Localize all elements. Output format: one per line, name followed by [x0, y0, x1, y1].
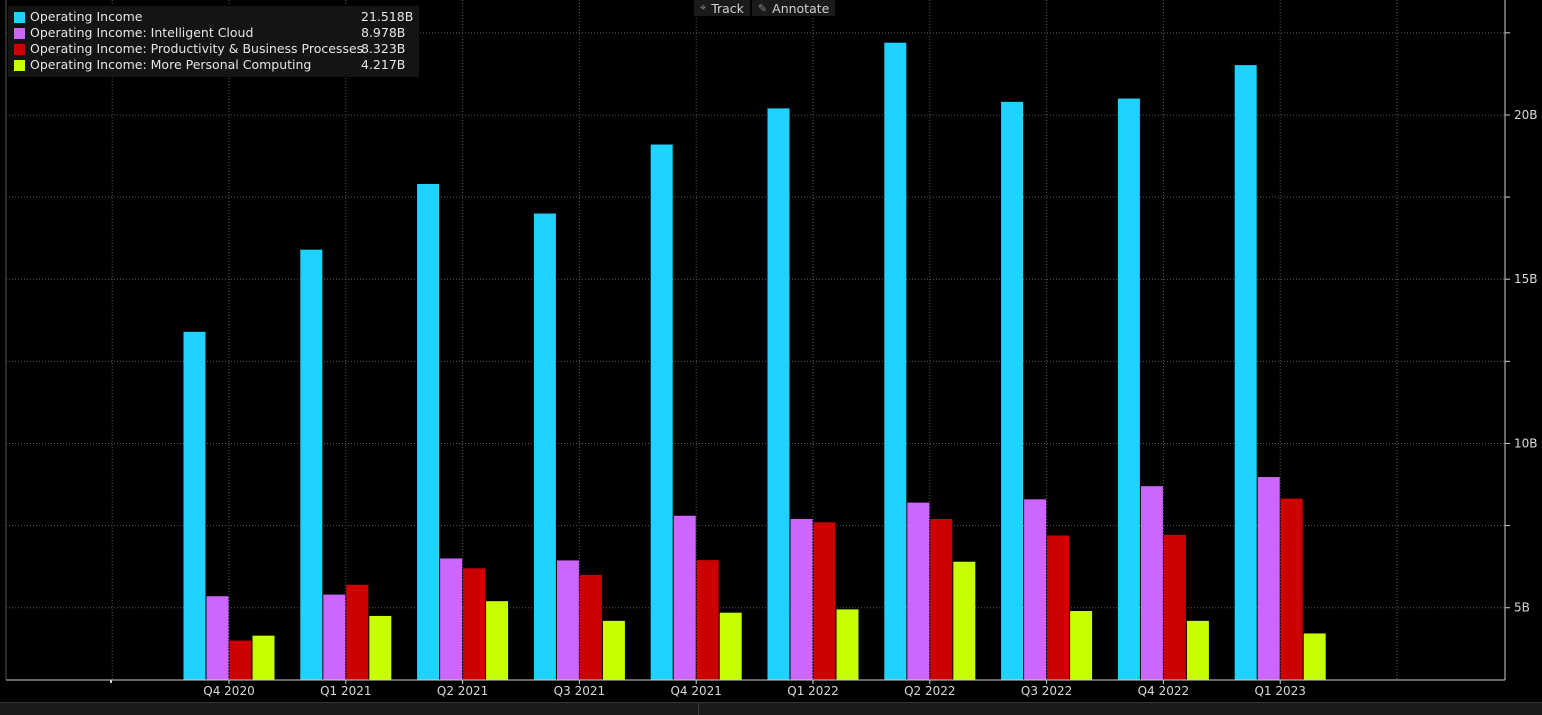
x-tick-label: Q2 2022 [904, 684, 955, 698]
bar [1140, 486, 1163, 680]
x-tick-label: Q4 2022 [1138, 684, 1189, 698]
bar [440, 558, 463, 680]
bar [602, 620, 625, 680]
bar [1047, 535, 1070, 680]
bar [1001, 101, 1024, 680]
track-button[interactable]: ⌖ Track [694, 0, 750, 16]
bar [1257, 477, 1280, 680]
annotate-label: Annotate [772, 0, 830, 16]
legend: Operating Income 21.518B Operating Incom… [8, 6, 420, 77]
bar [346, 584, 369, 680]
bar [953, 561, 976, 680]
bar [1163, 534, 1186, 680]
legend-item[interactable]: Operating Income: Intelligent Cloud 8.97… [14, 25, 413, 41]
y-tick-label: 15B [1514, 272, 1538, 286]
legend-swatch [14, 43, 25, 55]
bar [369, 615, 392, 680]
x-axis-labels: Q4 2020 Q1 2021 Q2 2021 Q3 2021 Q4 2021 Q1 20… [203, 684, 1306, 698]
legend-label: Operating Income [30, 9, 143, 24]
bar [813, 522, 836, 680]
bar [884, 42, 907, 680]
bar [1234, 65, 1257, 680]
legend-value: 4.217B [361, 57, 406, 72]
bar [1117, 98, 1140, 681]
track-label: Track [711, 0, 744, 16]
legend-value: 8.978B [361, 25, 406, 40]
bar [183, 331, 206, 680]
legend-label: Operating Income: More Personal Computin… [30, 57, 312, 72]
legend-swatch [14, 59, 25, 71]
legend-item[interactable]: Operating Income: Productivity & Busines… [14, 41, 413, 57]
bar [696, 560, 719, 680]
bar [1186, 620, 1209, 680]
bar [323, 594, 346, 680]
x-tick-label: Q3 2021 [554, 684, 605, 698]
divider [698, 703, 699, 715]
x-tick-label: Q3 2022 [1021, 684, 1072, 698]
bar [790, 519, 813, 680]
bar [556, 560, 579, 680]
legend-value: 21.518B [361, 9, 414, 24]
bar [463, 568, 486, 680]
x-tick-label: Q2 2021 [437, 684, 488, 698]
crosshair-icon: ⌖ [700, 1, 707, 14]
legend-label: Operating Income: Productivity & Busines… [30, 41, 364, 56]
y-tick-label: 5B [1514, 601, 1530, 615]
legend-swatch [14, 27, 25, 39]
bar [836, 609, 859, 680]
x-tick-label: Q1 2023 [1254, 684, 1305, 698]
bar [486, 601, 509, 680]
x-tick-label: Q4 2021 [670, 684, 721, 698]
pencil-icon: ✎ [757, 1, 768, 15]
bar [1280, 498, 1303, 680]
bar [930, 519, 953, 680]
y-tick-label: 20B [1514, 108, 1538, 122]
y-axis-labels: 5B 10B 15B 20B [1514, 108, 1538, 615]
legend-item[interactable]: Operating Income: More Personal Computin… [14, 57, 413, 73]
legend-label: Operating Income: Intelligent Cloud [30, 25, 254, 40]
x-tick-label: Q1 2022 [787, 684, 838, 698]
x-tick-label: Q4 2020 [203, 684, 254, 698]
bar [907, 502, 930, 680]
bar [1024, 499, 1047, 680]
bar [1070, 611, 1093, 680]
bar [300, 249, 323, 680]
legend-item[interactable]: Operating Income 21.518B [14, 9, 413, 25]
grid-lines [6, 0, 1505, 680]
bar [252, 635, 275, 680]
bar [1303, 633, 1326, 680]
legend-swatch [14, 11, 25, 23]
annotate-button[interactable]: ✎ Annotate [751, 0, 836, 16]
bar-group [183, 42, 1326, 681]
bar [767, 108, 790, 680]
bottom-status-strip [0, 702, 1542, 715]
x-tick-label: Q1 2021 [320, 684, 371, 698]
chart-toolbar: ⌖ Track ✎ Annotate [694, 0, 837, 16]
bar [206, 596, 229, 680]
bar [673, 515, 696, 680]
bar [650, 144, 673, 680]
bar [579, 574, 602, 680]
bar [533, 213, 556, 681]
x-axis-marker [110, 680, 112, 683]
axes [5, 0, 1510, 684]
y-tick-label: 10B [1514, 436, 1538, 450]
bar [229, 640, 252, 680]
legend-value: 8.323B [361, 41, 406, 56]
bar [719, 612, 742, 680]
bar [417, 183, 440, 680]
